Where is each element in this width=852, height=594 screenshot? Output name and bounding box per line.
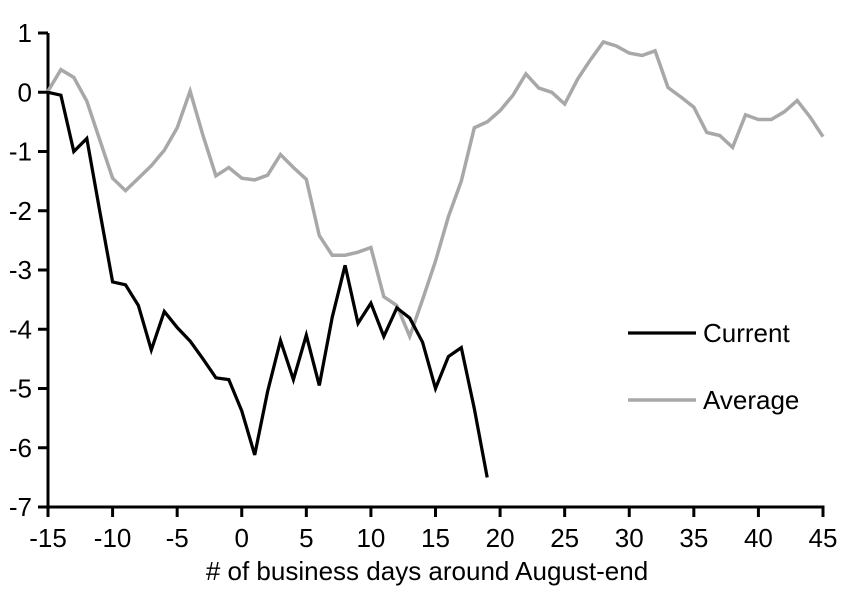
x-tick-label: -5: [166, 523, 189, 553]
x-tick-label: 45: [809, 523, 838, 553]
y-tick-label: -6: [9, 433, 32, 463]
legend-label-average: Average: [703, 385, 799, 415]
x-tick-label: 35: [679, 523, 708, 553]
y-tick-label: -5: [9, 374, 32, 404]
x-tick-label: 5: [299, 523, 313, 553]
legend-label-current: Current: [703, 318, 790, 348]
y-tick-label: -1: [9, 137, 32, 167]
y-tick-label: 0: [18, 77, 32, 107]
x-tick-label: 40: [744, 523, 773, 553]
series-lines: [46, 39, 825, 478]
series-average-line: [46, 39, 825, 342]
axes: [38, 31, 825, 517]
y-tick-label: -4: [9, 314, 32, 344]
x-tick-label: 30: [615, 523, 644, 553]
y-tick-label: 1: [18, 18, 32, 48]
y-tick-label: -3: [9, 255, 32, 285]
y-tick-label: -7: [9, 492, 32, 522]
series-current-line: [47, 90, 489, 478]
x-tick-label: -10: [94, 523, 132, 553]
x-tick-label: 10: [356, 523, 385, 553]
x-tick-label: -15: [29, 523, 67, 553]
x-tick-label: 20: [486, 523, 515, 553]
x-axis-title: # of business days around August-end: [206, 556, 648, 586]
x-tick-label: 25: [550, 523, 579, 553]
x-tick-label: 15: [421, 523, 450, 553]
x-tick-label: 0: [235, 523, 249, 553]
legend: Current Average: [628, 318, 799, 415]
tick-labels: 10-1-2-3-4-5-6-7-15 -10 -5 0 5 10 15 20 25 30 35 40…: [9, 18, 838, 553]
y-tick-label: -2: [9, 196, 32, 226]
